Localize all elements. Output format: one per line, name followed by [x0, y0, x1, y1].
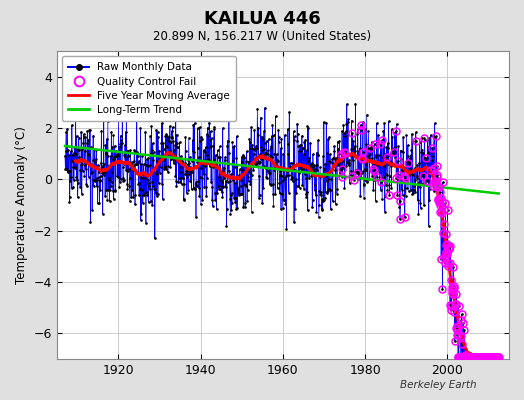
Legend: Raw Monthly Data, Quality Control Fail, Five Year Moving Average, Long-Term Tren: Raw Monthly Data, Quality Control Fail, …	[62, 56, 236, 121]
Text: 20.899 N, 156.217 W (United States): 20.899 N, 156.217 W (United States)	[153, 30, 371, 43]
Y-axis label: Temperature Anomaly (°C): Temperature Anomaly (°C)	[15, 126, 28, 284]
Text: Berkeley Earth: Berkeley Earth	[400, 380, 477, 390]
Text: KAILUA 446: KAILUA 446	[204, 10, 320, 28]
